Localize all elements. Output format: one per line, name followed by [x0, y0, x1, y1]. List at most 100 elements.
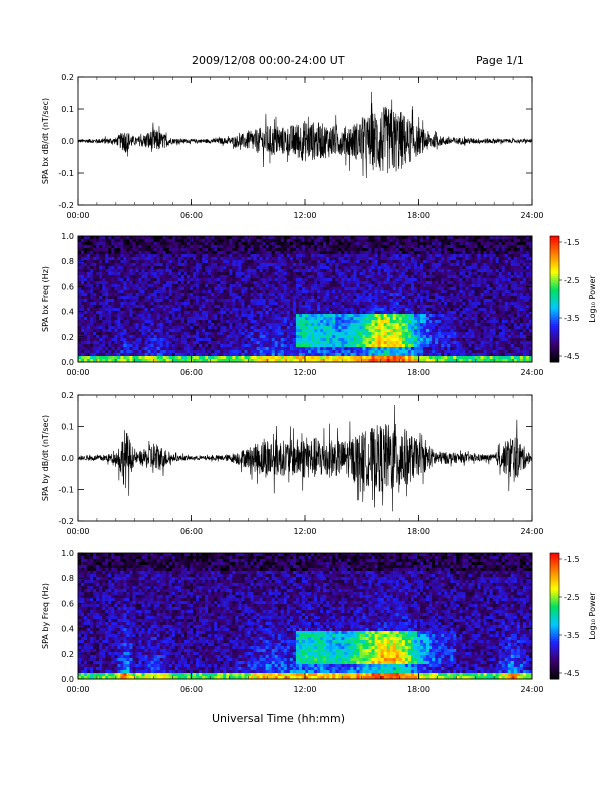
heatmap-cell [235, 269, 239, 273]
heatmap-cell [332, 278, 336, 282]
heatmap-cell [256, 317, 260, 321]
heatmap-cell [386, 356, 391, 360]
heatmap-cell [317, 341, 321, 345]
heatmap-cell [371, 356, 376, 360]
heatmap-cell [141, 296, 145, 300]
heatmap-cell [380, 329, 385, 333]
heatmap-cell [277, 251, 282, 255]
heatmap-cell [332, 353, 336, 357]
heatmap-cell [111, 341, 115, 345]
heatmap-cell [153, 260, 158, 264]
heatmap-cell [229, 260, 233, 264]
heatmap-cell [199, 296, 203, 300]
heatmap-cell [386, 320, 391, 324]
heatmap-cell [371, 236, 376, 240]
heatmap-cell [404, 269, 409, 273]
heatmap-cell [93, 350, 97, 354]
heatmap-cell [81, 251, 85, 255]
heatmap-cell [301, 320, 306, 324]
heatmap-cell [386, 257, 391, 261]
heatmap-cell [150, 290, 155, 294]
heatmap-cell [144, 350, 149, 354]
heatmap-cell [84, 353, 88, 357]
heatmap-cell [295, 350, 300, 354]
heatmap-cell [350, 281, 354, 285]
heatmap-cell [368, 284, 372, 288]
heatmap-cell [311, 302, 315, 306]
heatmap-cell [404, 287, 409, 291]
heatmap-cell [289, 290, 294, 294]
heatmap-cell [305, 353, 309, 357]
heatmap-cell [156, 269, 161, 273]
heatmap-cell [426, 326, 430, 330]
heatmap-cell [81, 323, 85, 327]
heatmap-cell [217, 350, 221, 354]
heatmap-cell [159, 356, 164, 360]
heatmap-cell [323, 245, 327, 249]
heatmap-cell [274, 332, 279, 336]
heatmap-cell [289, 254, 294, 258]
heatmap-cell [114, 341, 118, 345]
heatmap-cell [416, 242, 421, 246]
heatmap-cell [84, 332, 88, 336]
heatmap-cell [120, 293, 124, 297]
heatmap-cell [250, 305, 254, 309]
heatmap-cell [111, 287, 115, 291]
heatmap-cell [205, 323, 209, 327]
heatmap-cell [96, 332, 100, 336]
heatmap-cell [177, 335, 182, 339]
heatmap-cell [308, 236, 312, 240]
heatmap-cell [420, 305, 424, 309]
heatmap-cell [380, 311, 385, 315]
heatmap-cell [114, 257, 118, 261]
heatmap-cell [404, 341, 409, 345]
heatmap-cell [214, 263, 218, 267]
heatmap-cell [147, 335, 152, 339]
heatmap-cell [186, 272, 191, 276]
heatmap-cell [162, 320, 167, 324]
heatmap-cell [423, 239, 427, 243]
heatmap-cell [338, 266, 342, 270]
heatmap-cell [114, 314, 118, 318]
heatmap-cell [380, 266, 385, 270]
heatmap-cell [383, 239, 388, 243]
heatmap-cell [335, 293, 339, 297]
heatmap-cell [214, 305, 218, 309]
heatmap-cell [223, 320, 227, 324]
heatmap-cell [410, 299, 415, 303]
heatmap-cell [359, 326, 363, 330]
heatmap-cell [344, 344, 348, 348]
heatmap-cell [168, 245, 173, 249]
heatmap-cell [123, 350, 127, 354]
heatmap-cell [102, 320, 106, 324]
heatmap-cell [120, 263, 124, 267]
x-tick-label-1: 12:00 [293, 211, 316, 220]
heatmap-cell [380, 344, 385, 348]
heatmap-cell [398, 335, 403, 339]
heatmap-cell [301, 287, 306, 291]
heatmap-cell [78, 329, 82, 333]
heatmap-cell [347, 314, 351, 318]
heatmap-cell [202, 311, 206, 315]
heatmap-cell [177, 269, 182, 273]
heatmap-cell [368, 269, 372, 273]
heatmap-cell [341, 278, 345, 282]
heatmap-cell [96, 281, 100, 285]
heatmap-cell [196, 239, 200, 243]
heatmap-cell [289, 317, 294, 321]
heatmap-cell [147, 338, 152, 342]
heatmap-cell [374, 338, 379, 342]
heatmap-cell [335, 323, 339, 327]
heatmap-cell [423, 272, 427, 276]
heatmap-cell [168, 266, 173, 270]
y-tick-label-1: -0.1 [58, 169, 74, 178]
heatmap-cell [295, 239, 300, 243]
heatmap-cell [165, 302, 170, 306]
heatmap-cell [305, 245, 309, 249]
heatmap-cell [374, 251, 379, 255]
heatmap-cell [332, 287, 336, 291]
heatmap-cell [280, 317, 285, 321]
heatmap-cell [326, 299, 330, 303]
heatmap-cell [238, 284, 242, 288]
heatmap-cell [407, 278, 412, 282]
